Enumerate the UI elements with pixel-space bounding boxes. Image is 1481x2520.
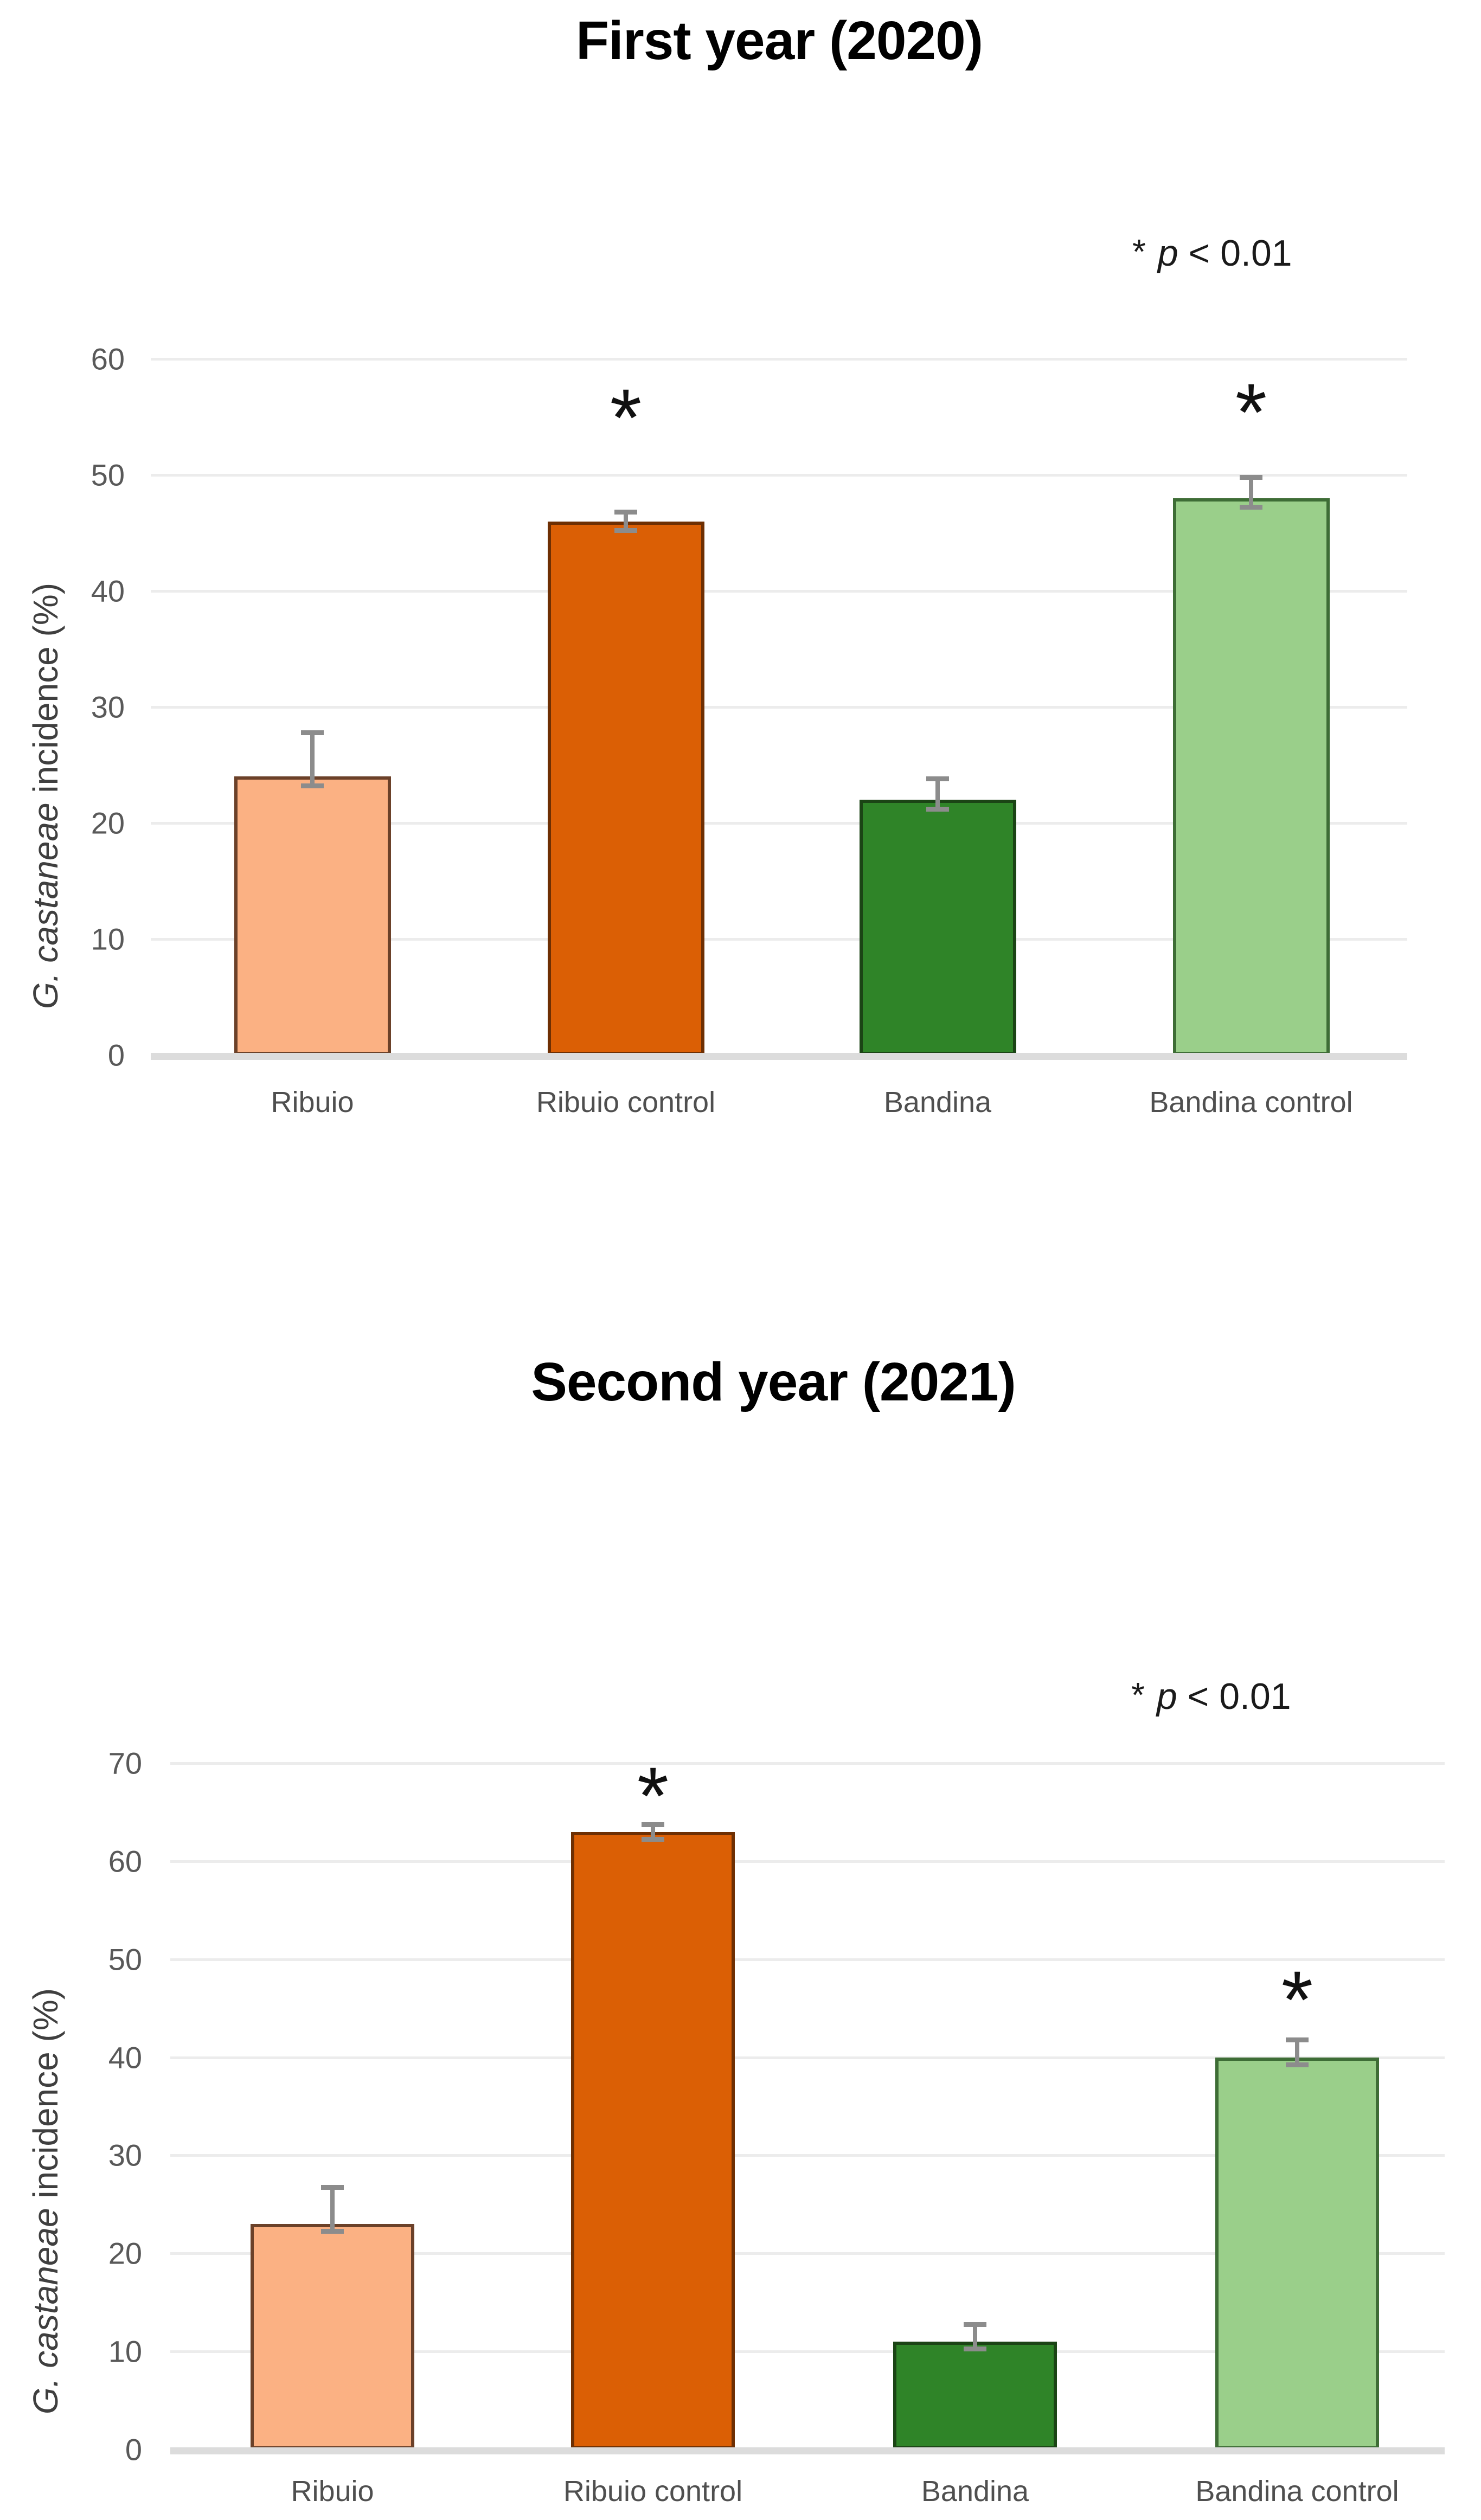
y-gridline: [151, 474, 1407, 477]
asterisk-marker: *: [1132, 232, 1146, 271]
error-bar-ribuio-control: [642, 1822, 664, 1842]
error-bar-ribuio: [321, 2184, 344, 2234]
x-axis-line: [170, 2447, 1445, 2454]
bar-bandina: [893, 2342, 1057, 2450]
y-gridline: [170, 1762, 1445, 1765]
p-threshold: < 0.01: [1177, 1676, 1291, 1717]
y-gridline: [170, 2350, 1445, 2354]
x-category-label: Ribuio: [271, 1086, 354, 1118]
y-gridline: [151, 590, 1407, 593]
bar-ribuio-control: [571, 1831, 735, 2450]
error-bar-ribuio-control: [614, 510, 637, 533]
y-tick-label: 20: [108, 2236, 142, 2271]
significance-asterisk: *: [1281, 1954, 1313, 2045]
error-whisker: [651, 1822, 655, 1842]
error-cap-bottom: [321, 2229, 344, 2234]
bar-bandina-control: [1215, 2057, 1379, 2450]
chart-title: First year (2020): [575, 10, 983, 71]
y-tick-label: 30: [91, 690, 125, 724]
error-bar-bandina-control: [1240, 475, 1262, 510]
error-bar-bandina: [964, 2322, 986, 2352]
bar-bandina: [859, 800, 1016, 1055]
y-gridline: [170, 2252, 1445, 2255]
y-tick-label: 50: [108, 1942, 142, 1977]
significance-note: * p < 0.01: [1131, 1675, 1291, 1718]
y-tick-label: 60: [108, 1844, 142, 1879]
error-whisker: [330, 2184, 335, 2234]
error-whisker: [1249, 475, 1253, 510]
x-category-label: Bandina: [883, 1086, 992, 1118]
y-tick-label: 60: [91, 342, 125, 376]
error-bar-ribuio: [301, 730, 324, 788]
significance-asterisk: *: [610, 372, 642, 463]
bar-ribuio: [234, 776, 391, 1055]
significance-note: * p < 0.01: [1132, 232, 1292, 274]
x-category-label: Ribuio: [291, 2475, 374, 2508]
x-category-label: Ribuio control: [563, 2475, 743, 2508]
bar-ribuio: [251, 2224, 414, 2450]
significance-asterisk: *: [1235, 367, 1267, 458]
p-symbol: p: [1157, 233, 1178, 274]
error-cap-bottom: [926, 806, 949, 812]
bar-bandina-control: [1172, 498, 1330, 1055]
y-gridline: [170, 1958, 1445, 1961]
y-gridline: [170, 2154, 1445, 2157]
y-tick-label: 50: [91, 458, 125, 492]
y-axis-label-rest: incidence (%): [26, 1988, 65, 2208]
error-bar-bandina-control: [1286, 2037, 1309, 2067]
y-tick-label: 10: [108, 2334, 142, 2369]
y-gridline: [170, 1860, 1445, 1863]
error-cap-bottom: [614, 528, 637, 533]
bar-ribuio-control: [547, 521, 704, 1055]
y-tick-label: 10: [91, 922, 125, 956]
y-tick-label: 0: [107, 1038, 125, 1072]
error-whisker: [935, 776, 940, 812]
error-whisker: [1295, 2037, 1299, 2067]
error-cap-bottom: [1286, 2062, 1309, 2067]
p-symbol: p: [1156, 1676, 1177, 1717]
x-category-label: Bandina: [921, 2475, 1029, 2508]
y-gridline: [170, 2056, 1445, 2059]
y-gridline: [151, 938, 1407, 941]
error-cap-bottom: [642, 1836, 664, 1842]
y-gridline: [151, 822, 1407, 825]
y-tick-label: 40: [108, 2040, 142, 2075]
p-threshold: < 0.01: [1178, 233, 1292, 274]
error-cap-bottom: [964, 2347, 986, 2352]
x-axis-line: [151, 1053, 1407, 1060]
y-tick-label: 30: [108, 2138, 142, 2172]
significance-asterisk: *: [637, 1750, 669, 1841]
error-whisker: [624, 510, 628, 533]
asterisk-marker: *: [1131, 1675, 1145, 1714]
y-tick-label: 40: [91, 574, 125, 608]
x-category-label: Bandina control: [1149, 1086, 1353, 1118]
error-cap-bottom: [1240, 505, 1262, 510]
y-tick-label: 20: [91, 806, 125, 840]
y-tick-label: 70: [108, 1746, 142, 1780]
error-whisker: [310, 730, 315, 788]
error-whisker: [973, 2322, 977, 2352]
y-tick-label: 0: [125, 2432, 142, 2467]
error-cap-bottom: [301, 783, 324, 788]
y-gridline: [151, 706, 1407, 709]
error-bar-bandina: [926, 776, 949, 812]
x-category-label: Bandina control: [1195, 2475, 1399, 2508]
y-gridline: [151, 358, 1407, 361]
chart-title: Second year (2021): [531, 1352, 1016, 1412]
x-category-label: Ribuio control: [536, 1086, 716, 1118]
